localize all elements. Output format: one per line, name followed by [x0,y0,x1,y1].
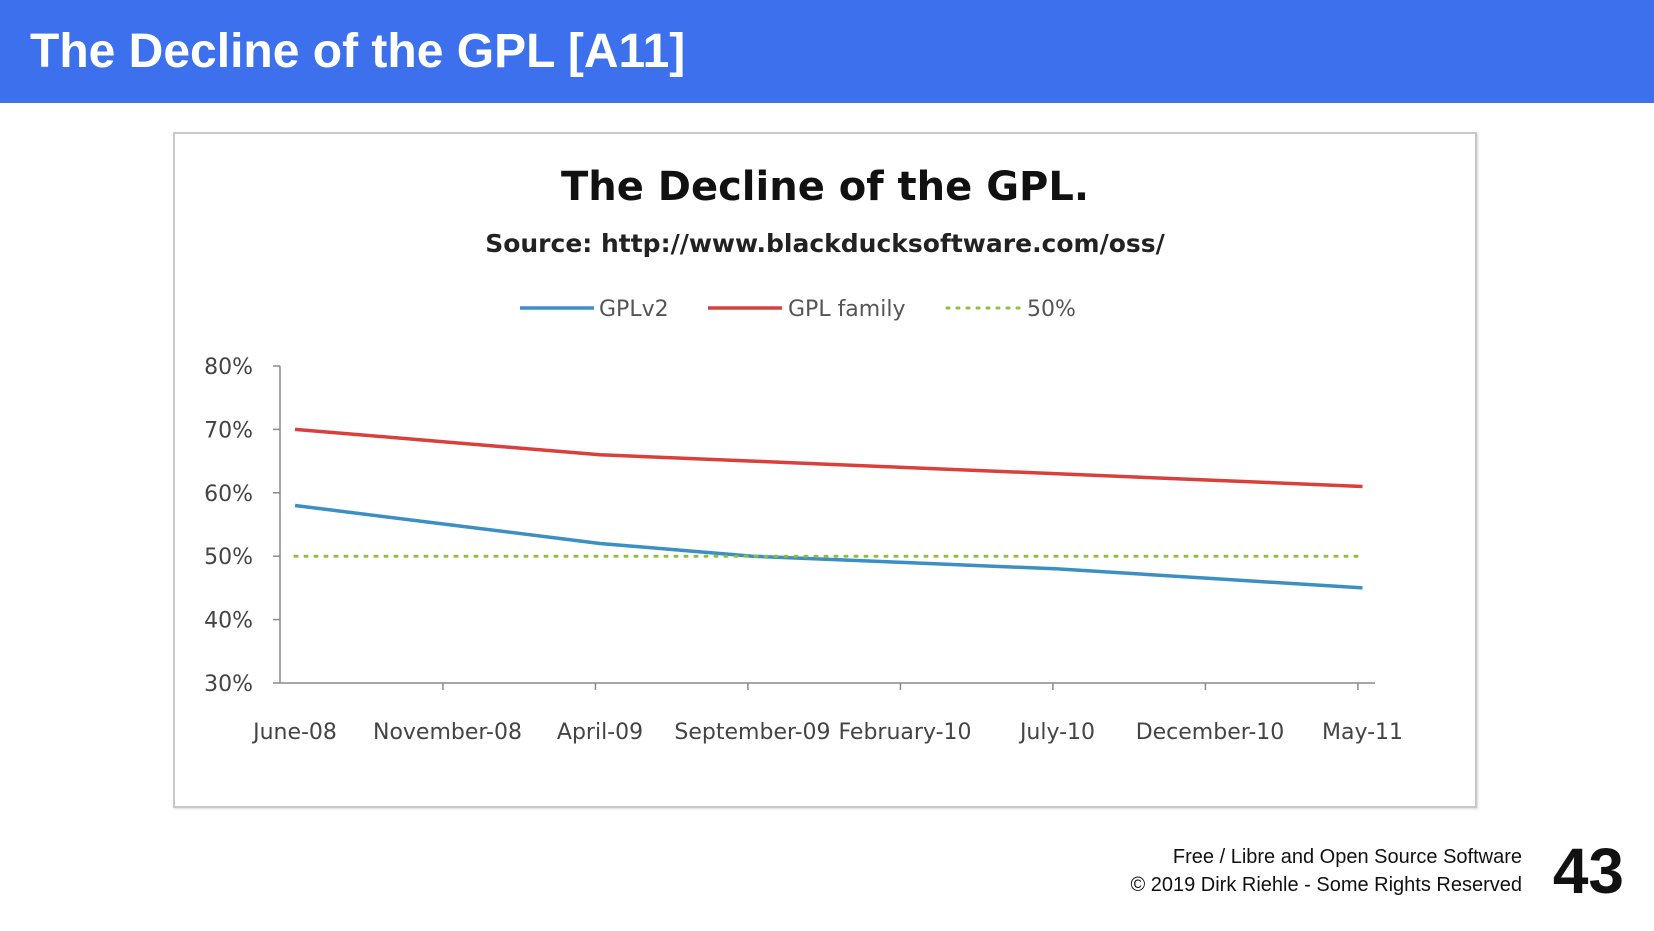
x-tick-label-december-10: December-10 [1136,720,1285,745]
chart-subtitle: Source: http://www.blackducksoftware.com… [485,229,1165,258]
x-axis-tick-labels: June-08 November-08 April-09 September-09 Fe… [251,720,1403,745]
x-tick-label-april-09: April-09 [557,720,643,745]
x-tick-label-june-08: June-08 [251,720,337,745]
y-tick-label: 60% [204,482,253,507]
y-tick-label: 40% [204,609,253,634]
x-tick-label-may-11: May-11 [1322,720,1403,745]
slide-header: The Decline of the GPL [A11] [0,0,1654,103]
y-tick-label: 30% [204,672,253,697]
x-tick-label-september-09: September-09 [674,720,830,745]
chart-axes [273,365,1375,690]
series-line-gpl-family [294,427,1363,489]
gpl-decline-line-chart: The Decline of the GPL. Source: http://w… [204,164,1403,745]
slide-title: The Decline of the GPL [A11] [30,25,686,78]
footer-course-name: Free / Libre and Open Source Software [1172,846,1522,868]
y-tick-label: 70% [204,418,253,443]
chart-series-lines [293,427,1364,590]
legend-label-50: 50% [1027,297,1076,322]
footer-copyright: © 2019 Dirk Riehle - Some Rights Reserve… [1130,874,1522,896]
page-number: 43 [1552,835,1624,907]
chart-frame: The Decline of the GPL. Source: http://w… [173,132,1477,808]
x-tick-label-february-10: February-10 [838,720,971,745]
y-tick-label: 50% [204,545,253,570]
chart-title: The Decline of the GPL. [561,164,1089,210]
slide-footer: Free / Libre and Open Source Software © … [1130,843,1522,899]
x-tick-label-november-08: November-08 [373,720,522,745]
x-tick-label-july-10: July-10 [1018,720,1095,745]
chart-legend: GPLv2 GPL family 50% [520,297,1076,322]
legend-label-gplv2: GPLv2 [599,297,669,322]
series-line-gplv2 [294,503,1363,590]
y-axis-tick-labels: 30% 40% 50% 60% 70% 80% [204,355,253,697]
y-tick-label: 80% [204,355,253,380]
legend-label-gpl-family: GPL family [788,297,905,322]
